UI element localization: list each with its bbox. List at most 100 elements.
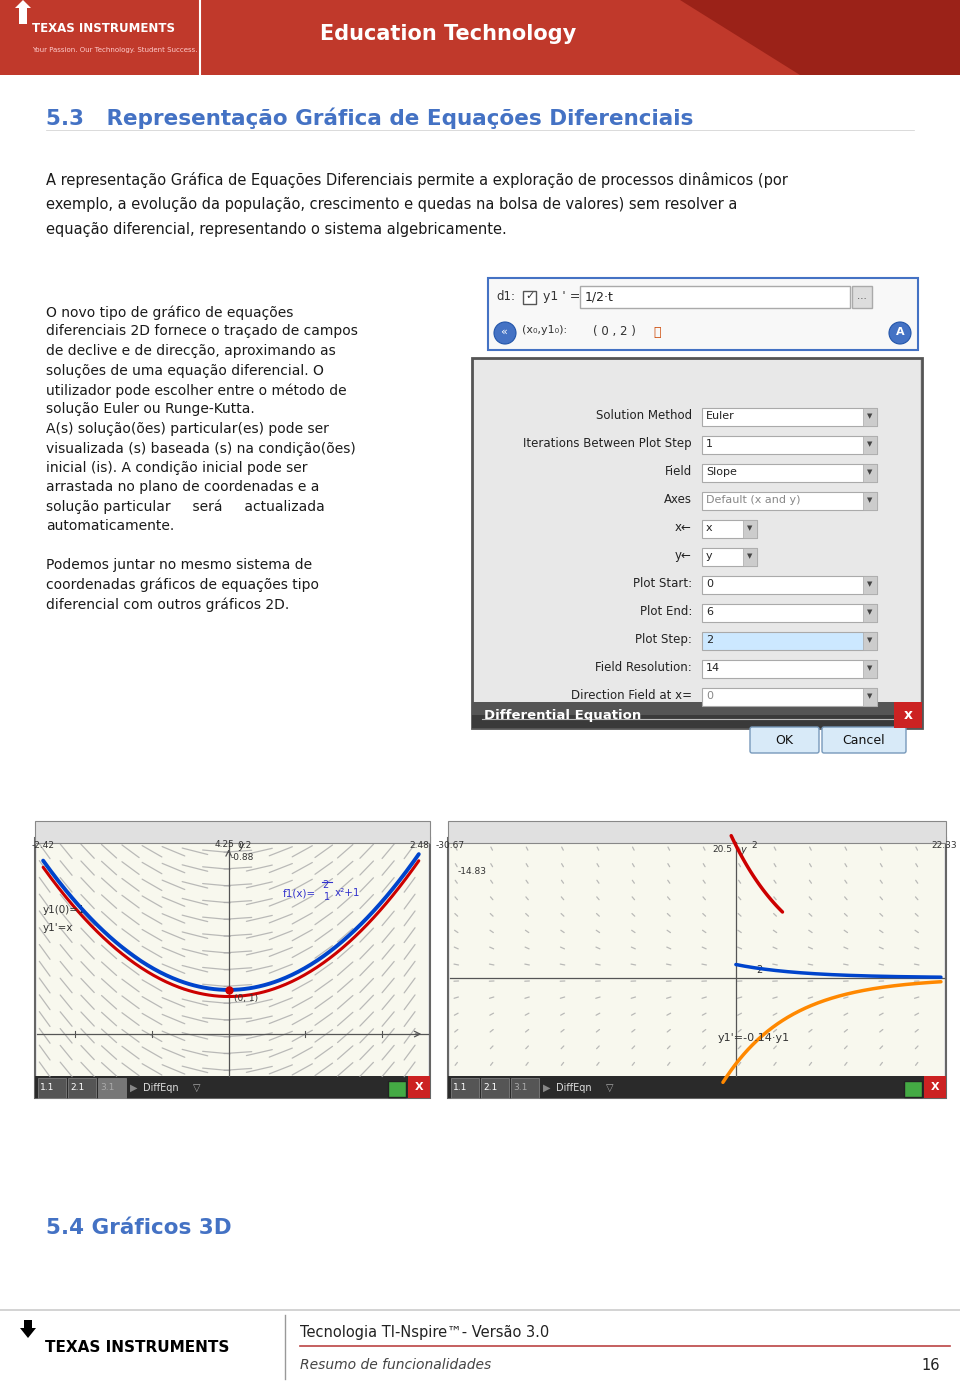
Text: Your Passion. Our Technology. Student Success.: Your Passion. Our Technology. Student Su… xyxy=(32,47,198,53)
Bar xyxy=(408,1075,430,1098)
Text: ▼: ▼ xyxy=(867,637,873,644)
Polygon shape xyxy=(15,0,31,24)
Text: equação diferencial, representando o sistema algebricamente.: equação diferencial, representando o sis… xyxy=(46,221,507,237)
Text: «: « xyxy=(500,327,507,336)
Text: solução particular     será     actualizada: solução particular será actualizada xyxy=(46,500,324,515)
Text: -30.67: -30.67 xyxy=(436,841,465,851)
Text: utilizador pode escolher entre o método de: utilizador pode escolher entre o método … xyxy=(46,383,347,397)
FancyBboxPatch shape xyxy=(702,464,877,482)
Bar xyxy=(904,1081,922,1098)
Bar xyxy=(863,688,877,706)
Text: x←: x← xyxy=(675,520,692,534)
Bar xyxy=(863,491,877,509)
Bar xyxy=(472,702,922,716)
Text: 1.1: 1.1 xyxy=(40,1084,55,1092)
Bar xyxy=(448,821,946,843)
Text: y1'=x: y1'=x xyxy=(43,923,74,933)
Text: Solution Method: Solution Method xyxy=(596,410,692,422)
Text: X: X xyxy=(415,1082,423,1092)
Text: 5.4 Gráficos 3D: 5.4 Gráficos 3D xyxy=(46,1218,231,1239)
Text: Field Resolution:: Field Resolution: xyxy=(595,662,692,674)
Bar xyxy=(863,576,877,594)
Text: f1(x)=: f1(x)= xyxy=(282,889,316,898)
Text: 6: 6 xyxy=(706,608,713,617)
Text: d1:: d1: xyxy=(496,291,515,303)
Text: 2: 2 xyxy=(756,965,763,974)
Text: ▽: ▽ xyxy=(606,1084,613,1093)
Bar xyxy=(863,603,877,621)
Text: y←: y← xyxy=(675,549,692,562)
Text: A representação Gráfica de Equações Diferenciais permite a exploração de process: A representação Gráfica de Equações Dife… xyxy=(46,172,788,188)
Bar xyxy=(450,841,944,1075)
Polygon shape xyxy=(680,0,960,75)
Text: 16: 16 xyxy=(922,1358,940,1373)
Bar xyxy=(0,0,960,75)
Text: DiffEqn: DiffEqn xyxy=(556,1084,591,1093)
Text: ▼: ▼ xyxy=(867,664,873,671)
FancyBboxPatch shape xyxy=(702,491,877,509)
Text: Differential Equation: Differential Equation xyxy=(484,709,641,721)
Text: Podemos juntar no mesmo sistema de: Podemos juntar no mesmo sistema de xyxy=(46,559,312,573)
Text: Tecnologia TI-Nspire™- Versão 3.0: Tecnologia TI-Nspire™- Versão 3.0 xyxy=(300,1324,549,1340)
Text: Plot Step:: Plot Step: xyxy=(636,632,692,646)
Text: TEXAS INSTRUMENTS: TEXAS INSTRUMENTS xyxy=(32,22,175,35)
Text: (x₀,y1₀):: (x₀,y1₀): xyxy=(522,325,567,335)
Text: -0.88: -0.88 xyxy=(230,853,253,861)
FancyBboxPatch shape xyxy=(580,286,850,309)
Bar xyxy=(37,841,428,1075)
Polygon shape xyxy=(20,1320,36,1338)
Bar xyxy=(743,548,757,566)
FancyBboxPatch shape xyxy=(702,520,757,538)
Text: ▼: ▼ xyxy=(867,412,873,419)
FancyBboxPatch shape xyxy=(481,1078,509,1098)
Text: O novo tipo de gráfico de equações: O novo tipo de gráfico de equações xyxy=(46,304,294,320)
Text: Plot Start:: Plot Start: xyxy=(633,577,692,590)
Text: x: x xyxy=(903,709,913,722)
Text: ✓: ✓ xyxy=(525,291,535,300)
Text: Direction Field at x=: Direction Field at x= xyxy=(571,689,692,702)
Text: ▼: ▼ xyxy=(867,497,873,502)
Bar xyxy=(0,1311,960,1384)
Text: ( 0 , 2 ): ( 0 , 2 ) xyxy=(593,325,636,338)
Text: exemplo, a evolução da população, crescimento e quedas na bolsa de valores) sem : exemplo, a evolução da população, cresci… xyxy=(46,197,737,212)
FancyBboxPatch shape xyxy=(451,1078,479,1098)
Circle shape xyxy=(494,322,516,345)
Text: diferenciais 2D fornece o traçado de campos: diferenciais 2D fornece o traçado de cam… xyxy=(46,324,358,339)
Text: ▽: ▽ xyxy=(193,1084,201,1093)
Bar xyxy=(472,358,922,728)
Bar xyxy=(448,1075,946,1098)
Text: ▼: ▼ xyxy=(867,693,873,699)
FancyBboxPatch shape xyxy=(702,688,877,706)
Text: A: A xyxy=(896,327,904,336)
Text: 1: 1 xyxy=(706,439,713,448)
FancyBboxPatch shape xyxy=(488,278,918,350)
FancyBboxPatch shape xyxy=(702,436,877,454)
Bar xyxy=(863,660,877,678)
Text: ▼: ▼ xyxy=(867,469,873,475)
Text: 5.3   Representação Gráfica de Equações Diferenciais: 5.3 Representação Gráfica de Equações Di… xyxy=(46,107,693,129)
Text: Education Technology: Education Technology xyxy=(320,24,576,44)
Text: y: y xyxy=(740,846,746,855)
Bar xyxy=(35,821,430,843)
Text: Field: Field xyxy=(664,465,692,477)
Text: DiffEqn: DiffEqn xyxy=(143,1084,179,1093)
Text: 22.33: 22.33 xyxy=(931,841,957,851)
Text: 3.1: 3.1 xyxy=(513,1084,527,1092)
Text: automaticamente.: automaticamente. xyxy=(46,519,175,533)
Text: 0: 0 xyxy=(706,691,713,702)
Bar xyxy=(448,837,946,1098)
Text: 1/2·t: 1/2·t xyxy=(585,291,613,304)
Text: 2: 2 xyxy=(323,880,328,890)
Bar xyxy=(474,360,920,702)
Text: de declive e de direcção, aproximando as: de declive e de direcção, aproximando as xyxy=(46,345,336,358)
FancyBboxPatch shape xyxy=(702,632,877,650)
Bar xyxy=(35,837,430,1098)
Text: ▶: ▶ xyxy=(130,1084,137,1093)
Text: ▶: ▶ xyxy=(543,1084,550,1093)
Text: diferencial com outros gráficos 2D.: diferencial com outros gráficos 2D. xyxy=(46,598,289,612)
Text: 14: 14 xyxy=(706,663,720,673)
FancyBboxPatch shape xyxy=(702,576,877,594)
FancyBboxPatch shape xyxy=(852,286,872,309)
FancyBboxPatch shape xyxy=(750,727,819,753)
Text: -14.83: -14.83 xyxy=(458,868,487,876)
